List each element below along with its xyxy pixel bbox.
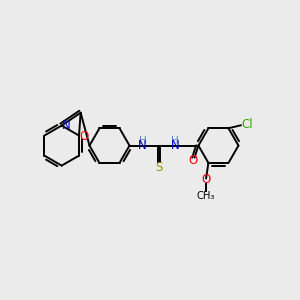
Text: O: O <box>80 130 88 143</box>
Text: O: O <box>202 173 211 186</box>
Text: Cl: Cl <box>242 118 253 131</box>
Text: H: H <box>139 136 146 146</box>
Text: CH₃: CH₃ <box>197 191 215 201</box>
Text: H: H <box>171 136 179 146</box>
Text: N: N <box>62 119 71 132</box>
Text: S: S <box>155 160 162 174</box>
Text: O: O <box>188 154 197 167</box>
Text: N: N <box>138 139 147 152</box>
Text: N: N <box>170 139 179 152</box>
